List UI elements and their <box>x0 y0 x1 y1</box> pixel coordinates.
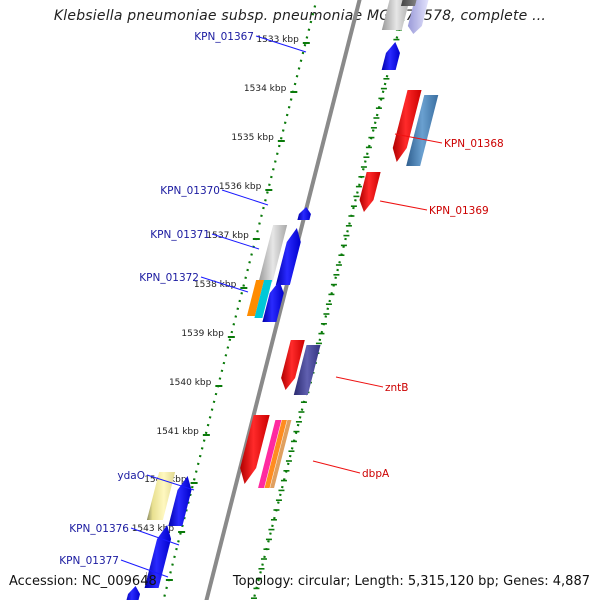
scale-tick-label: 1535 kbp <box>231 133 274 143</box>
gene-kpn-01369[interactable] <box>359 172 381 212</box>
gene-kpn-01372-blue[interactable] <box>262 281 284 322</box>
gene-label-right[interactable]: dbpA <box>362 468 390 480</box>
gene-dbpa-stripe-orange[interactable] <box>264 420 287 488</box>
gene-label-right[interactable]: KPN_01369 <box>429 205 489 217</box>
leader-line-left <box>200 276 249 293</box>
leader-line-right <box>335 376 384 388</box>
gene-dbpa-stripe-magenta[interactable] <box>258 420 282 488</box>
leader-line-right <box>312 460 361 474</box>
gene-kpn-01370[interactable] <box>297 207 311 220</box>
gene-dbpa-red[interactable] <box>240 415 270 484</box>
gene-label-left[interactable]: KPN_01371 <box>150 229 210 241</box>
gene-zntb-slate[interactable] <box>293 345 321 395</box>
leader-line-left <box>146 474 195 491</box>
leader-line-left <box>255 35 307 53</box>
leader-line-left <box>211 233 260 250</box>
lavender-gene-top[interactable] <box>407 0 430 34</box>
scale-tick-label: 1538 kbp <box>194 280 237 290</box>
leader-line-left <box>120 559 169 578</box>
summary-text: Topology: circular; Length: 5,315,120 bp… <box>232 574 590 589</box>
leader-line-left <box>130 527 180 546</box>
scale-tick-label: 1540 kbp <box>169 378 212 388</box>
gene-label-left[interactable]: KPN_01372 <box>139 272 199 284</box>
gene-kpn-01367[interactable] <box>381 42 400 70</box>
gene-kpn-01372-orange[interactable] <box>246 280 265 316</box>
scale-tick-label: 1534 kbp <box>244 84 287 94</box>
leader-lines-layer <box>120 35 443 578</box>
leader-line-left <box>221 189 269 206</box>
scale-tick-label: 1533 kbp <box>256 35 299 45</box>
gene-label-left[interactable]: KPN_01370 <box>160 185 220 197</box>
gene-label-right[interactable]: zntB <box>385 382 409 394</box>
gene-features-layer <box>125 0 439 600</box>
gene-zntb-red[interactable] <box>281 340 305 390</box>
scale-tick-label: 1537 kbp <box>206 231 249 241</box>
genome-backbone <box>204 0 362 600</box>
gene-kpn-01371-blue[interactable] <box>275 228 301 285</box>
gene-label-left[interactable]: KPN_01367 <box>194 31 254 43</box>
dark-gene-top[interactable] <box>400 0 418 6</box>
leader-line-right <box>379 200 428 211</box>
gene-kpn-01376[interactable] <box>144 525 172 588</box>
gene-label-right[interactable]: KPN_01368 <box>444 138 504 150</box>
gene-kpn-01368-steel[interactable] <box>406 95 439 166</box>
scale-tick-label: 1536 kbp <box>219 182 262 192</box>
gene-kpn-01372-cyan[interactable] <box>254 280 273 318</box>
leader-line-right <box>394 133 443 144</box>
gene-bottom-partial[interactable] <box>125 586 141 600</box>
genome-backbone-layer <box>204 0 362 600</box>
gray-gene-top[interactable] <box>381 0 411 30</box>
scale-tick-label: 1543 kbp <box>132 524 175 534</box>
gene-dbpa-stripe-tan[interactable] <box>270 420 292 488</box>
scale-tick-label: 1539 kbp <box>181 329 224 339</box>
gene-kpn-01371-gray[interactable] <box>258 225 288 282</box>
gene-kpn-01368-red[interactable] <box>392 90 422 162</box>
gene-label-left[interactable]: ydaO <box>117 470 145 482</box>
gene-label-left[interactable]: KPN_01377 <box>59 555 119 567</box>
labels-layer: KPN_01367 KPN_01370 KPN_01371 KPN_01372 ydaO… <box>59 31 503 567</box>
gene-ydao-cream[interactable] <box>146 472 176 520</box>
gene-label-left[interactable]: KPN_01376 <box>69 523 129 535</box>
accession-text: Accession: NC_009648 <box>9 574 157 589</box>
gene-ydao-blue[interactable] <box>168 476 192 526</box>
scale-tick-label: 1541 kbp <box>156 427 199 437</box>
